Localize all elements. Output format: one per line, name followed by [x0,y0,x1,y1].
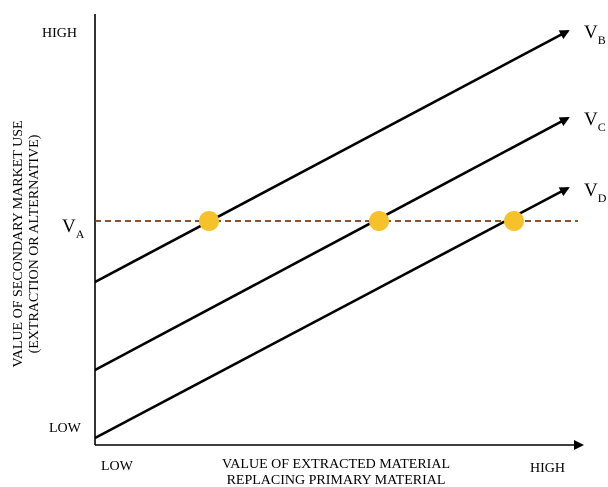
line-vd-label-sub: D [598,191,607,205]
intersection-marker-vc [369,211,389,231]
y-axis-low-label: LOW [49,421,82,436]
y-axis-title-line1: VALUE OF SECONDARY MARKET USE [11,120,26,367]
reference-line-label: VA [62,216,85,241]
y-axis-title: VALUE OF SECONDARY MARKET USE (EXTRACTIO… [11,120,42,367]
y-axis-high-label: HIGH [42,26,77,41]
line-vd [94,186,570,440]
intersection-marker-vb [199,211,219,231]
line-vd-label: VD [584,180,607,205]
x-axis-high-label: HIGH [530,461,565,476]
intersection-marker-vd [504,211,524,231]
line-vb [94,29,570,284]
x-axis-low-label: LOW [101,459,134,474]
line-vb-label-sub: B [598,33,606,47]
line-vc-label: VC [584,109,606,134]
line-vb-label: VB [584,22,606,47]
line-vb-label-main: V [584,22,598,43]
line-vd-label-main: V [584,180,598,201]
line-vc [94,116,570,372]
line-vc-label-main: V [584,109,598,130]
x-axis-title-line1: VALUE OF EXTRACTED MATERIAL [222,457,450,472]
x-axis-title-line2: REPLACING PRIMARY MATERIAL [227,473,446,487]
reference-line-label-sub: A [76,227,85,241]
reference-line-label-main: V [62,216,76,237]
line-vc-label-sub: C [598,120,606,134]
y-axis-title-line2: (EXTRACTION OR ALTERNATIVE) [27,134,42,353]
